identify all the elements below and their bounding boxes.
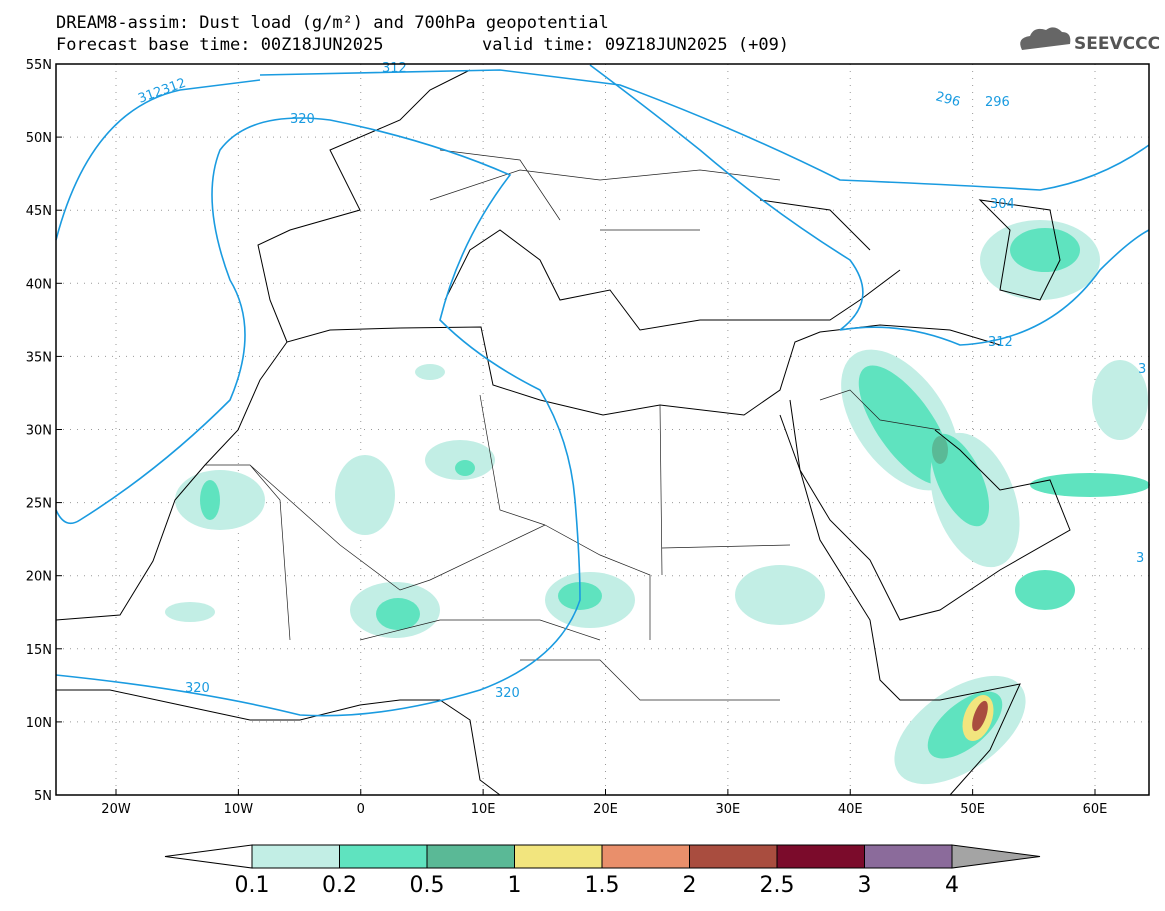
colorbar-under (164, 844, 253, 869)
colorbar-label: 1 (508, 873, 522, 898)
colorbar-label: 2.5 (760, 873, 795, 898)
dust-patch (376, 598, 420, 630)
y-tick-label: 25N (26, 497, 52, 512)
dust-patch (932, 436, 948, 464)
contour-line (259, 69, 1150, 191)
dust-patch (1015, 570, 1075, 610)
coastline (789, 399, 1071, 621)
y-tick-label: 55N (26, 58, 52, 73)
contour-label: 320 (185, 681, 210, 696)
contour-line (589, 64, 1150, 346)
dust-patch (1030, 473, 1150, 497)
coastline (779, 414, 1021, 796)
y-tick-label: 45N (26, 204, 52, 219)
x-tick-label: 50E (960, 802, 985, 817)
colorbar-box (426, 844, 515, 869)
y-tick-label: 35N (26, 350, 52, 365)
axes: 20W 10W 0 10E 20E 30E 40E 50E 60E 55N 50N 45N 40N 35N… (26, 58, 1108, 817)
y-tick-label: 10N (26, 716, 52, 731)
contour-label: 296 (985, 95, 1010, 110)
colorbar-label: 4 (945, 873, 959, 898)
border (429, 149, 781, 231)
x-tick-label: 40E (838, 802, 863, 817)
colorbar: 0.1 0.2 0.5 1 1.5 2 2.5 3 4 (164, 844, 1041, 898)
dust-patch (1010, 228, 1080, 272)
y-tick-label: 5N (34, 789, 52, 804)
contours (55, 64, 1150, 717)
colorbar-box (776, 844, 865, 869)
dust-patch (335, 455, 395, 535)
colorbar-label: 1.5 (585, 873, 620, 898)
contour-label: 296 (934, 89, 962, 110)
coastline (978, 199, 1061, 301)
colorbar-label: 3 (858, 873, 872, 898)
y-tick-label: 50N (26, 131, 52, 146)
subtitle-valid: valid time: 09Z18JUN2025 (+09) (482, 35, 789, 55)
colorbar-label: 0.2 (322, 873, 357, 898)
dust-patch (425, 440, 495, 480)
subtitle-base: Forecast base time: 00Z18JUN2025 (56, 35, 384, 55)
x-tick-label: 10E (471, 802, 496, 817)
dust-patch (972, 700, 988, 732)
colorbar-box (689, 844, 778, 869)
dust-patch (415, 364, 445, 380)
colorbar-box (864, 844, 953, 869)
dust-patch (200, 480, 220, 520)
colorbar-box (251, 844, 340, 869)
contour-label: 304 (990, 197, 1015, 212)
colorbar-box (601, 844, 690, 869)
y-tick-label: 20N (26, 570, 52, 585)
logo-cloud (1020, 27, 1071, 50)
colorbar-label: 0.5 (410, 873, 445, 898)
x-tick-label: 10W (224, 802, 254, 817)
contour-label: 3 (1138, 362, 1146, 377)
colorbar-box (514, 844, 603, 869)
border (205, 389, 941, 701)
y-tick-label: 15N (26, 643, 52, 658)
dust-patch (735, 565, 825, 625)
dust-patches (165, 220, 1150, 785)
contour-line (55, 117, 581, 717)
x-tick-label: 20E (593, 802, 618, 817)
contour-label: 312 (988, 335, 1013, 350)
x-tick-label: 0 (357, 802, 365, 817)
dust-patch (858, 365, 952, 485)
coastline (56, 689, 501, 796)
x-tick-label: 20W (101, 802, 131, 817)
logo: SEEVCCC (1020, 27, 1160, 54)
title: DREAM8-assim: Dust load (g/m²) and 700hP… (56, 13, 609, 33)
contour-line (55, 79, 261, 241)
coastline (55, 324, 1001, 621)
coastlines (55, 69, 1071, 796)
dust-patch (455, 460, 475, 476)
x-tick-label: 30E (715, 802, 740, 817)
colorbar-label: 0.1 (235, 873, 270, 898)
y-tick-label: 40N (26, 277, 52, 292)
logo-text: SEEVCCC (1074, 34, 1160, 54)
colorbar-box (339, 844, 428, 869)
contour-label: 3 (1136, 551, 1144, 566)
contour-label: 320 (290, 112, 315, 127)
y-tick-label: 30N (26, 424, 52, 439)
colorbar-over (951, 844, 1041, 869)
colorbar-label: 2 (683, 873, 697, 898)
x-tick-label: 60E (1083, 802, 1108, 817)
coastline (257, 69, 901, 343)
dust-patch (165, 602, 215, 622)
contour-label: 320 (495, 686, 520, 701)
borders (205, 149, 941, 701)
dust-patch (1092, 360, 1148, 440)
